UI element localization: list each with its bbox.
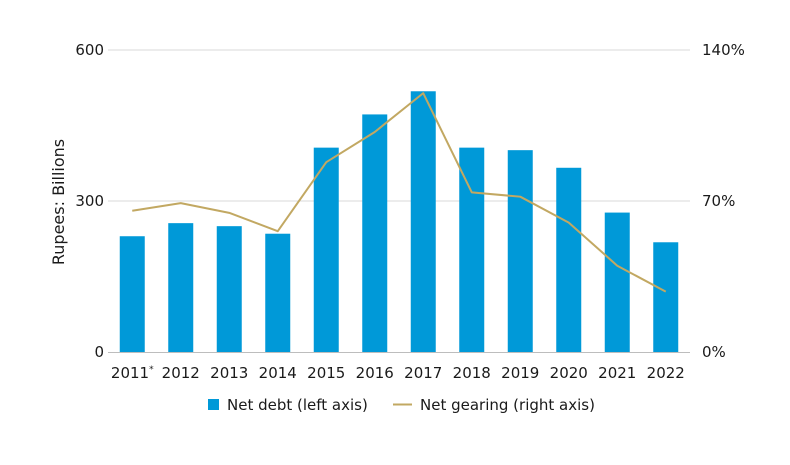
- y2-tick-label: 0%: [702, 343, 726, 361]
- x-tick-label: 2021: [598, 364, 636, 382]
- bar: [265, 234, 290, 352]
- legend-bar-label: Net debt (left axis): [227, 396, 368, 414]
- y-tick-label: 600: [75, 41, 104, 59]
- x-tick-label: 2012: [162, 364, 200, 382]
- bar: [556, 168, 581, 352]
- bar: [362, 114, 387, 352]
- bar: [217, 226, 242, 352]
- x-tick-label: 2016: [356, 364, 394, 382]
- bar: [508, 150, 533, 352]
- bar: [314, 148, 339, 352]
- gearing-line: [132, 93, 666, 291]
- x-tick-label: 2019: [501, 364, 539, 382]
- bar: [120, 236, 145, 352]
- y-axis-label: Rupees: Billions: [49, 139, 68, 265]
- x-tick-label: 2020: [550, 364, 588, 382]
- x-tick-label: 2018: [453, 364, 491, 382]
- x-tick-label: 2017: [404, 364, 442, 382]
- y-tick-label: 0: [94, 343, 104, 361]
- bar: [653, 242, 678, 352]
- legend-line-label: Net gearing (right axis): [420, 396, 595, 414]
- x-tick-label: 2011*: [111, 364, 154, 382]
- legend: Net debt (left axis) Net gearing (right …: [208, 396, 595, 414]
- y2-tick-label: 140%: [702, 41, 745, 59]
- line-series: [132, 93, 666, 291]
- y2-tick-label: 70%: [702, 192, 735, 210]
- y-tick-label: 300: [75, 192, 104, 210]
- x-tick-label: 2022: [647, 364, 685, 382]
- bar: [605, 213, 630, 352]
- x-tick-label: 2015: [307, 364, 345, 382]
- bar: [168, 223, 193, 352]
- legend-bar-swatch: [208, 399, 219, 410]
- bar: [459, 148, 484, 352]
- bar-series: [120, 91, 679, 352]
- gridlines: [108, 50, 690, 201]
- x-tick-label: 2014: [259, 364, 297, 382]
- bar: [411, 91, 436, 352]
- x-tick-label: 2013: [210, 364, 248, 382]
